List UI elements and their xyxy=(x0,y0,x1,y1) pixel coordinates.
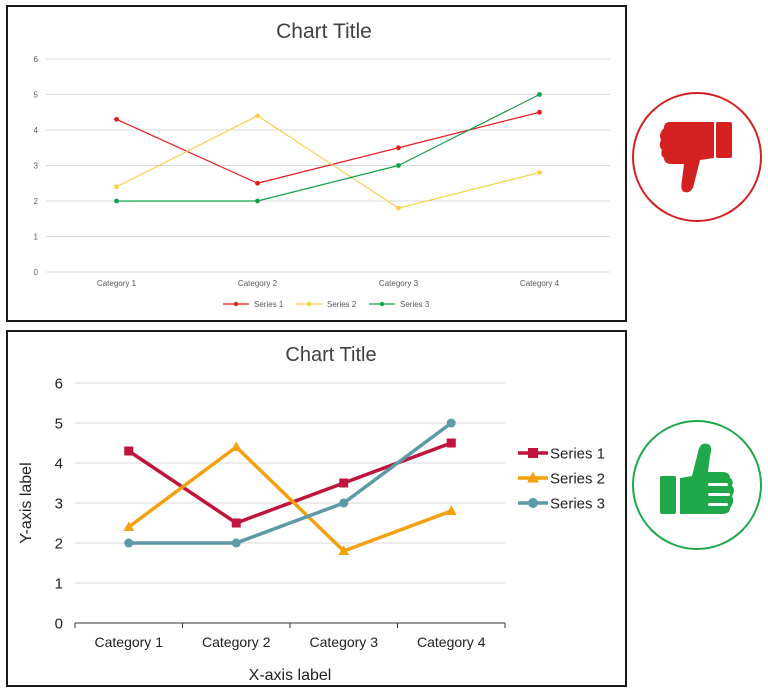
data-point xyxy=(339,498,349,508)
y-tick-label: 1 xyxy=(34,232,39,241)
x-tick-label: Category 2 xyxy=(202,634,271,650)
data-point xyxy=(537,92,542,97)
y-tick-label: 0 xyxy=(34,268,39,277)
x-tick-label: Category 1 xyxy=(97,279,137,288)
x-tick-label: Category 3 xyxy=(310,634,379,650)
chart-title: Chart Title xyxy=(276,20,372,43)
data-point xyxy=(537,109,542,115)
y-tick-label: 1 xyxy=(55,575,63,592)
bad-chart-panel: Chart Title 0 1 2 3 4 5 6 Category 1 Category 2 Ca… xyxy=(6,5,627,322)
y-tick-label: 6 xyxy=(34,55,39,64)
series-line-2 xyxy=(127,445,453,553)
y-tick-label: 6 xyxy=(55,375,63,392)
y-tick-label: 4 xyxy=(55,455,63,472)
x-tick-label: Category 2 xyxy=(238,279,278,288)
data-point xyxy=(114,116,119,122)
data-point xyxy=(445,505,457,516)
legend-marker xyxy=(233,301,239,307)
y-tick-label: 5 xyxy=(55,415,63,432)
x-tick-label: Category 1 xyxy=(95,634,164,650)
data-point xyxy=(396,145,401,151)
y-tick-label: 3 xyxy=(55,495,63,512)
legend-label: Series 1 xyxy=(254,300,284,309)
y-tick-label: 5 xyxy=(34,90,39,99)
good-line-chart: Chart Title 0 1 2 3 4 5 6 Category 1 Category 2 Ca… xyxy=(18,344,605,684)
y-tick-label: 4 xyxy=(34,126,39,135)
thumbs-down-icon xyxy=(659,122,732,193)
y-tick-label: 2 xyxy=(55,535,63,552)
data-point xyxy=(114,198,119,204)
data-point xyxy=(537,170,542,176)
series-line-1 xyxy=(127,441,453,525)
data-point xyxy=(124,446,134,456)
thumbs-down-badge xyxy=(632,92,762,222)
data-point xyxy=(396,205,401,211)
legend-marker xyxy=(306,301,312,307)
data-point xyxy=(114,184,119,190)
y-tick-label: 2 xyxy=(34,197,39,206)
data-point xyxy=(123,521,135,532)
data-point xyxy=(124,538,134,548)
legend-label: Series 3 xyxy=(400,300,430,309)
series-line-1 xyxy=(115,111,541,184)
data-point xyxy=(255,180,260,186)
data-point xyxy=(231,538,241,548)
y-tick-label: 3 xyxy=(34,161,39,170)
legend-marker xyxy=(379,301,385,307)
data-point xyxy=(339,478,349,488)
data-point xyxy=(231,518,241,528)
x-tick-label: Category 3 xyxy=(379,279,419,288)
thumbs-up-icon xyxy=(660,443,734,514)
good-chart-panel: Chart Title 0 1 2 3 4 5 6 Category 1 Category 2 Ca… xyxy=(6,330,627,687)
bad-line-chart: Chart Title 0 1 2 3 4 5 6 Category 1 Category 2 Ca… xyxy=(34,20,610,309)
data-point xyxy=(446,438,456,448)
series-line-3 xyxy=(115,93,541,202)
chart-title: Chart Title xyxy=(285,344,376,366)
legend-label: Series 2 xyxy=(550,471,605,488)
legend-label: Series 2 xyxy=(327,300,357,309)
data-point xyxy=(255,198,260,204)
series-line-2 xyxy=(115,115,541,209)
data-point xyxy=(396,163,401,168)
data-point xyxy=(230,441,242,452)
data-point xyxy=(446,418,456,428)
y-tick-label: 0 xyxy=(55,615,63,632)
thumbs-up-badge xyxy=(632,420,762,550)
x-tick-label: Category 4 xyxy=(520,279,560,288)
data-point xyxy=(338,545,350,556)
legend-marker xyxy=(527,471,539,483)
data-point xyxy=(255,113,260,119)
y-axis-label: Y-axis label xyxy=(18,462,35,543)
legend-marker xyxy=(528,498,538,508)
legend-marker xyxy=(528,448,538,458)
x-axis-label: X-axis label xyxy=(249,667,332,684)
legend-label: Series 1 xyxy=(550,446,605,463)
series-line-3 xyxy=(127,421,453,545)
legend-label: Series 3 xyxy=(550,496,605,513)
x-tick-label: Category 4 xyxy=(417,634,486,650)
